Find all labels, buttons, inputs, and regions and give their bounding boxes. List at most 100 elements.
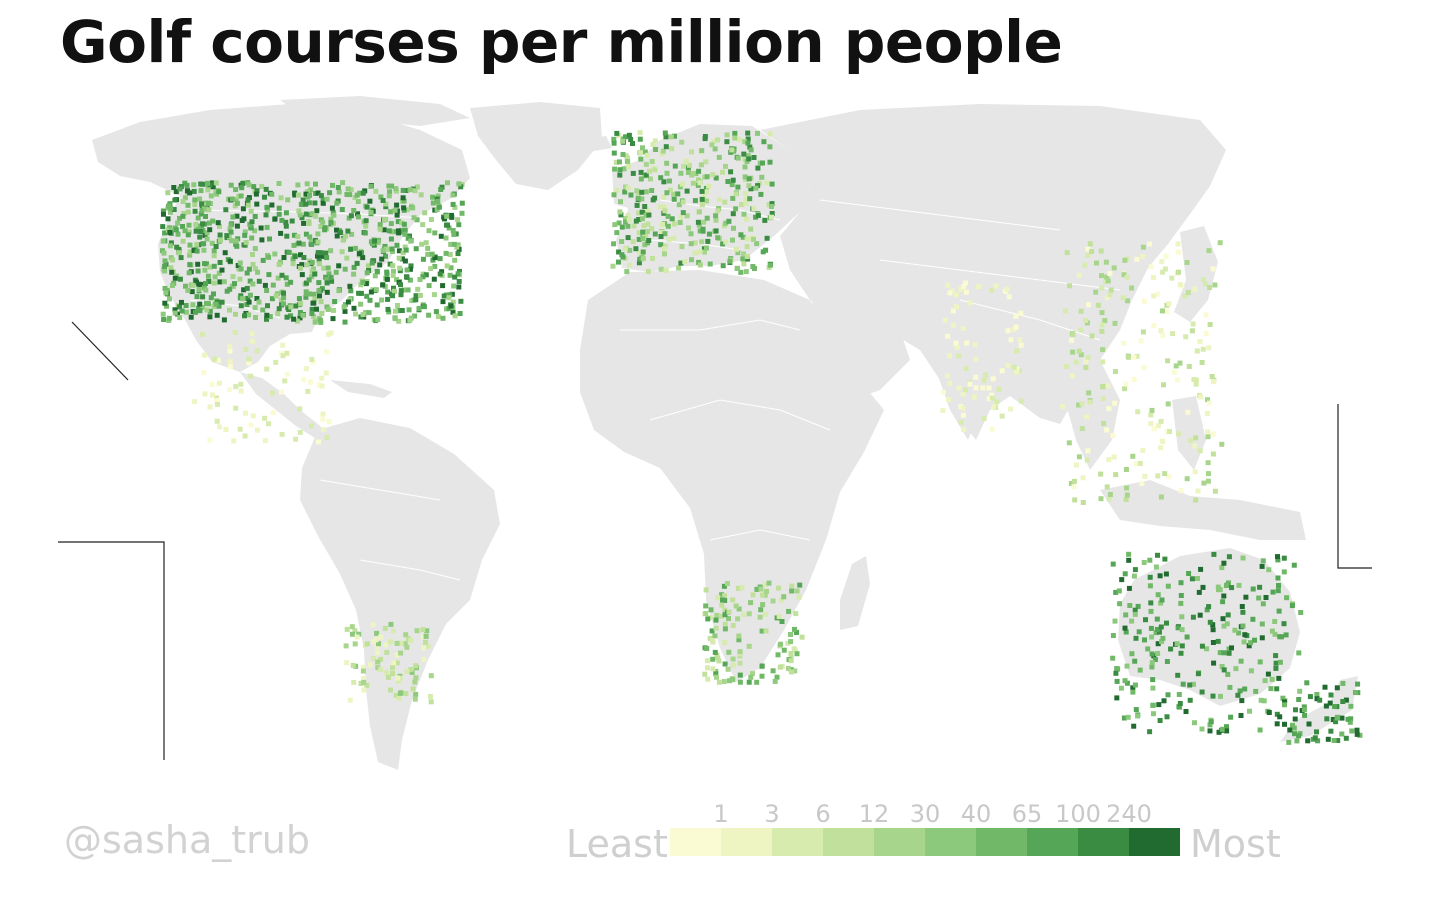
- density-cell: [1301, 707, 1307, 713]
- density-cell: [212, 356, 218, 362]
- density-cell: [427, 693, 433, 699]
- density-cell: [1184, 634, 1190, 640]
- density-cell: [283, 210, 289, 216]
- density-cell: [456, 222, 462, 228]
- density-cell: [295, 192, 301, 198]
- density-cell: [1269, 628, 1275, 634]
- density-cell: [696, 222, 702, 228]
- density-cell: [1323, 703, 1329, 709]
- density-cell: [1147, 557, 1153, 563]
- density-cell: [380, 282, 386, 288]
- density-cell: [351, 679, 357, 685]
- density-cell: [646, 212, 652, 218]
- landmass-arabia: [812, 300, 910, 400]
- density-cell: [1296, 697, 1302, 702]
- density-cell: [233, 187, 239, 193]
- legend-swatch: [1078, 828, 1129, 856]
- density-cell: [658, 266, 664, 272]
- density-cell: [318, 193, 324, 199]
- density-cell: [1149, 634, 1155, 640]
- density-cell: [237, 260, 243, 266]
- density-cell: [738, 269, 744, 275]
- density-cell: [323, 250, 329, 256]
- density-cell: [1273, 660, 1279, 666]
- density-cell: [1018, 310, 1024, 316]
- density-cell: [1187, 697, 1193, 703]
- density-cell: [1126, 557, 1132, 563]
- density-cell: [1122, 571, 1128, 577]
- density-cell: [1083, 358, 1089, 364]
- density-cell: [297, 265, 303, 271]
- density-cell: [227, 307, 232, 313]
- density-cell: [1085, 354, 1091, 360]
- density-cell: [205, 180, 210, 186]
- density-cell: [645, 208, 651, 214]
- density-cell: [732, 135, 738, 141]
- density-cell: [999, 413, 1005, 419]
- density-cell: [403, 188, 409, 193]
- density-cell: [319, 253, 325, 259]
- density-cell: [668, 134, 674, 140]
- density-cell: [367, 198, 373, 204]
- density-cell: [1272, 631, 1278, 637]
- density-cell: [404, 668, 410, 674]
- density-cell: [450, 201, 456, 207]
- density-cell: [164, 303, 170, 309]
- density-cell: [168, 265, 174, 271]
- density-cell: [165, 216, 171, 222]
- density-cell: [450, 299, 456, 305]
- density-cell: [1354, 731, 1360, 737]
- density-cell: [233, 238, 239, 244]
- density-cell: [413, 297, 419, 303]
- density-cell: [1207, 728, 1213, 734]
- density-cell: [256, 278, 262, 284]
- density-cell: [1238, 713, 1244, 718]
- density-cell: [454, 244, 460, 250]
- density-cell: [616, 249, 622, 255]
- legend-thresholds: 1 3 6 12 30 40 65 100 240: [670, 800, 1180, 828]
- density-cell: [722, 626, 728, 632]
- density-cell: [273, 293, 279, 299]
- density-cell: [1105, 383, 1111, 389]
- density-cell: [1339, 731, 1345, 737]
- density-cell: [1210, 627, 1216, 633]
- density-cell: [652, 195, 658, 201]
- density-cell: [1210, 266, 1216, 272]
- density-cell: [400, 250, 406, 256]
- density-cell: [203, 281, 208, 286]
- density-cell: [944, 373, 950, 379]
- density-cell: [364, 682, 370, 688]
- density-cell: [1063, 363, 1069, 369]
- density-cell: [288, 313, 294, 319]
- density-cell: [713, 228, 719, 234]
- density-cell: [245, 197, 251, 203]
- density-cell: [264, 288, 270, 293]
- density-cell: [208, 295, 214, 301]
- density-cell: [210, 218, 216, 224]
- density-cell: [1195, 488, 1201, 494]
- density-cell: [396, 248, 402, 254]
- density-cell: [217, 260, 223, 265]
- density-cell: [443, 235, 449, 241]
- density-cell: [348, 187, 354, 193]
- density-cell: [334, 200, 340, 206]
- density-cell: [396, 695, 402, 701]
- density-cell: [408, 667, 414, 672]
- density-cell: [1223, 583, 1229, 588]
- density-cell: [396, 318, 402, 324]
- density-cell: [1212, 488, 1218, 494]
- density-cell: [1179, 643, 1185, 649]
- density-cell: [228, 222, 234, 228]
- density-cell: [374, 650, 380, 656]
- density-cell: [730, 237, 735, 243]
- density-cell: [432, 255, 438, 261]
- density-cell: [1176, 249, 1181, 255]
- density-cell: [796, 594, 802, 600]
- density-cell: [677, 184, 683, 190]
- density-cell: [272, 251, 278, 257]
- density-cell: [387, 261, 393, 267]
- density-cell: [328, 220, 334, 225]
- density-cell: [1151, 426, 1157, 432]
- density-cell: [720, 263, 726, 269]
- density-cell: [737, 649, 743, 655]
